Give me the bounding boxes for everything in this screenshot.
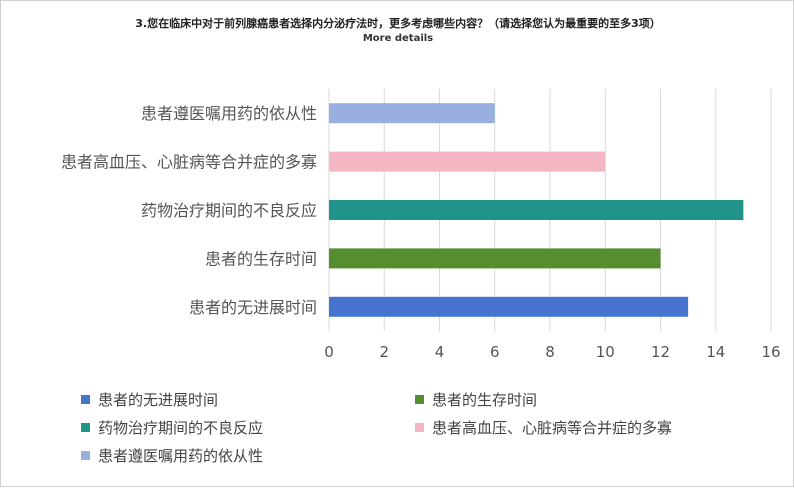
bar-0	[329, 103, 495, 124]
x-tick-label-3: 6	[490, 343, 500, 361]
x-tick-label-2: 4	[435, 343, 445, 361]
x-tick-label-7: 14	[706, 343, 725, 361]
legend-label: 药物治疗期间的不良反应	[98, 419, 264, 437]
legend-label: 患者遵医嘱用药的依从性	[98, 447, 264, 465]
bar-1	[329, 151, 606, 172]
legend-item: 患者高血压、心脏病等合并症的多寡	[415, 417, 672, 438]
x-tick-label-0: 0	[324, 343, 334, 361]
x-tick-label-1: 2	[379, 343, 389, 361]
legend-swatch	[81, 395, 90, 404]
legend-swatch	[81, 451, 90, 460]
chart-title: 3.您在临床中对于前列腺癌患者选择内分泌疗法时，更多考虑哪些内容？（请选择您认为…	[135, 17, 661, 30]
legend-swatch	[415, 423, 424, 432]
bar-3	[329, 248, 661, 269]
category-label-0: 患者遵医嘱用药的依从性	[141, 104, 317, 123]
legend-label: 患者的生存时间	[432, 391, 538, 409]
x-tick-label-5: 10	[596, 343, 615, 361]
legend-item: 患者的生存时间	[415, 389, 537, 410]
category-label-3: 患者的生存时间	[205, 249, 317, 268]
legend-item: 药物治疗期间的不良反应	[81, 417, 263, 438]
bar-2	[329, 200, 744, 220]
bar-4	[329, 296, 689, 317]
legend-swatch	[81, 423, 90, 432]
legend-item: 患者的无进展时间	[81, 389, 218, 410]
x-tick-label-6: 12	[651, 343, 670, 361]
category-label-4: 患者的无进展时间	[189, 298, 317, 317]
legend-item: 患者遵医嘱用药的依从性	[81, 445, 263, 466]
x-tick-label-8: 16	[761, 343, 780, 361]
legend-label: 患者高血压、心脏病等合并症的多寡	[432, 419, 673, 437]
legend-swatch	[415, 395, 424, 404]
category-label-1: 患者高血压、心脏病等合并症的多寡	[61, 153, 317, 172]
x-tick-label-4: 8	[545, 343, 555, 361]
chart-subtitle: More details	[362, 33, 434, 44]
legend-label: 患者的无进展时间	[98, 391, 219, 409]
category-label-2: 药物治疗期间的不良反应	[141, 201, 317, 220]
